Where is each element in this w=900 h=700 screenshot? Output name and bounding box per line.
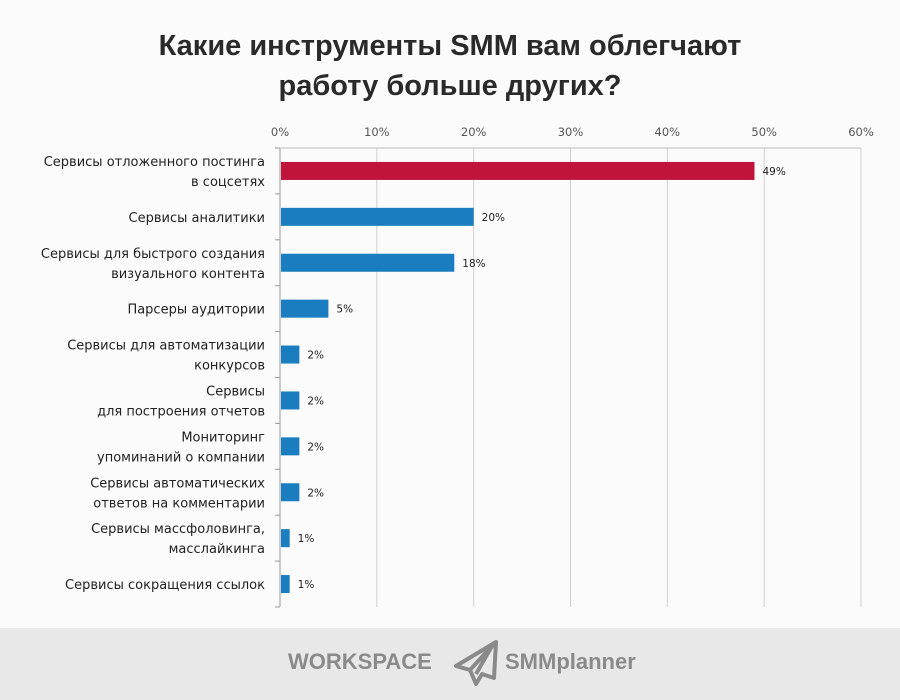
bar bbox=[281, 299, 329, 318]
category-label: Сервисы автоматических ответов на коммент… bbox=[90, 476, 265, 511]
bar bbox=[281, 253, 455, 272]
data-label: 1% bbox=[298, 533, 315, 545]
bar bbox=[281, 483, 300, 502]
data-label: 1% bbox=[298, 579, 315, 591]
bar bbox=[281, 529, 290, 548]
category-label: Мониторинг упоминаний о компании bbox=[97, 430, 265, 465]
data-label: 2% bbox=[307, 441, 324, 453]
category-label: Парсеры аудитории bbox=[127, 303, 265, 318]
x-tick-label: 60% bbox=[848, 125, 874, 139]
category-label: Сервисы для быстрого создания визуального… bbox=[41, 247, 265, 282]
bar bbox=[281, 161, 755, 180]
category-label: Сервисы для автоматизации конкурсов bbox=[67, 339, 265, 374]
bar bbox=[281, 345, 300, 364]
workspace-logo: WORKSPACE bbox=[288, 649, 432, 674]
data-label: 49% bbox=[762, 166, 785, 178]
x-tick-label: 50% bbox=[751, 125, 777, 139]
x-tick-label: 40% bbox=[655, 125, 681, 139]
bar bbox=[281, 391, 300, 410]
bar bbox=[281, 575, 290, 594]
paper-plane-icon bbox=[454, 640, 498, 686]
x-tick-label: 10% bbox=[364, 125, 390, 139]
x-tick-label: 0% bbox=[271, 125, 289, 139]
bar bbox=[281, 207, 474, 226]
category-label: Сервисы аналитики bbox=[129, 211, 266, 226]
chart-title: Какие инструменты SMM вам облегчают рабо… bbox=[158, 30, 742, 102]
footer: WORKSPACE SMMplanner bbox=[0, 628, 900, 700]
data-label: 18% bbox=[462, 258, 485, 270]
data-label: 2% bbox=[307, 487, 324, 499]
smmplanner-logo: SMMplanner bbox=[505, 649, 636, 674]
bar-chart: 0% 10% 20% 30% 40% 50% 60% Сервисы отложенного … bbox=[41, 125, 874, 608]
data-label: 20% bbox=[482, 212, 505, 224]
category-label: Сервисы сокращения ссылок bbox=[65, 578, 265, 593]
data-label: 2% bbox=[307, 350, 324, 362]
category-label: Сервисы отложенного постинга в соцсетях bbox=[44, 155, 266, 190]
category-label: Сервисы для построения отчетов bbox=[97, 384, 265, 419]
data-label: 2% bbox=[307, 395, 324, 407]
category-label: Сервисы массфоловинга, масслайкинга bbox=[91, 522, 265, 557]
x-tick-label: 30% bbox=[558, 125, 584, 139]
bar bbox=[281, 437, 300, 456]
data-label: 5% bbox=[336, 304, 353, 316]
x-tick-label: 20% bbox=[461, 125, 487, 139]
